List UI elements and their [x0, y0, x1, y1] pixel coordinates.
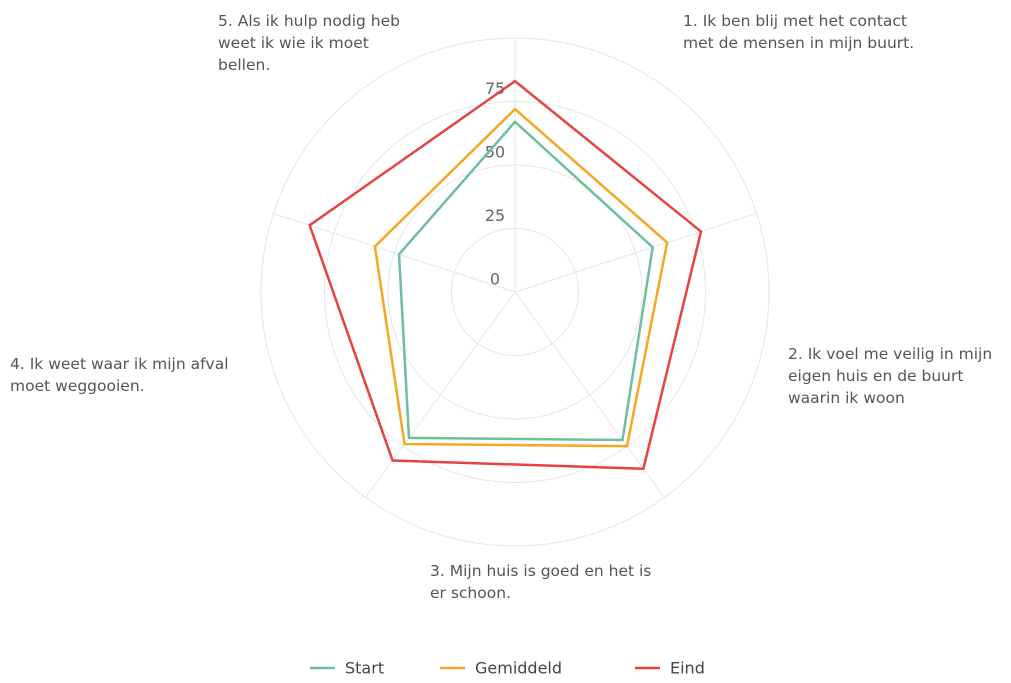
series-line [308, 79, 703, 471]
category-label: 3. Mijn huis is goed en het is er schoon… [430, 562, 652, 602]
category-label: 2. Ik voel me veilig in mijn eigen huis … [788, 345, 993, 407]
legend-label: Gemiddeld [475, 659, 562, 678]
y-tick-label: 25 [485, 206, 505, 225]
axis-line [514, 291, 665, 498]
axis-line [365, 291, 516, 498]
y-tick-label: 75 [485, 79, 505, 98]
category-label: 1. Ik ben blij met het contact met de me… [683, 12, 915, 52]
y-tick-label: 50 [485, 143, 505, 162]
legend-label: Start [345, 659, 384, 678]
series-line [397, 120, 655, 442]
series-line [373, 107, 669, 448]
category-label: 4. Ik weet waar ik mijn afval moet weggo… [10, 355, 229, 395]
legend-label: Eind [670, 659, 705, 678]
axis-line [514, 213, 757, 293]
y-tick-label: 0 [490, 270, 500, 289]
axis-line [273, 213, 516, 293]
category-label: 5. Als ik hulp nodig heb weet ik wie ik … [218, 12, 400, 74]
